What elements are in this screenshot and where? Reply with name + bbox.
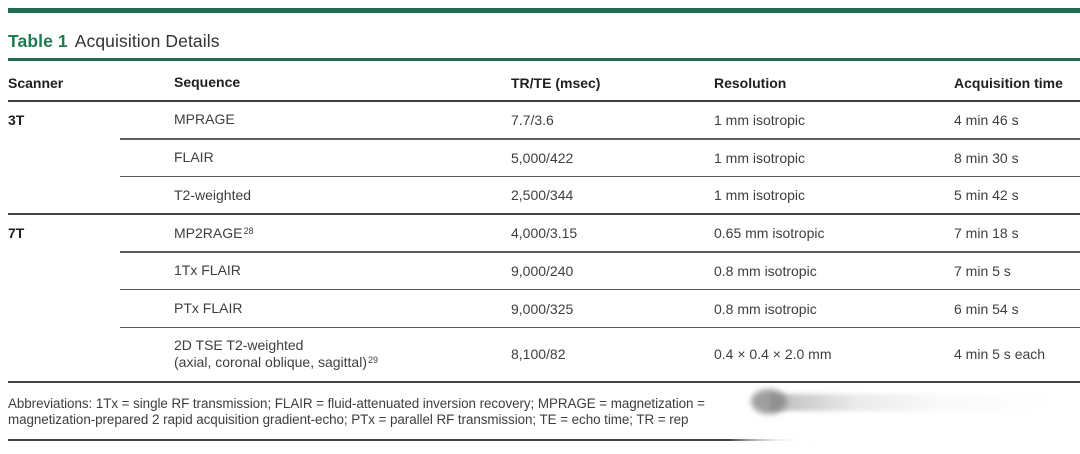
cell-resolution: 0.4 × 0.4 × 2.0 mm	[714, 346, 832, 363]
sequence-name: MPRAGE	[174, 111, 235, 128]
cell-trte: 5,000/422	[511, 149, 574, 166]
cell-sequence: 2D TSE T2-weighted (axial, coronal obliqu…	[174, 337, 511, 372]
sequence-name: PTx FLAIR	[174, 299, 243, 316]
sequence-name: 1Tx FLAIR	[174, 262, 241, 279]
page-bottom-rule	[8, 439, 808, 442]
cell-sequence: T2-weighted	[174, 187, 511, 205]
table-title: Table 1 Acquisition Details	[8, 31, 220, 52]
row-separator	[120, 251, 1080, 253]
table-header-row: Scanner Sequence TR/TE (msec) Resolution…	[8, 66, 1080, 102]
cell-trte: 8,100/82	[511, 346, 566, 363]
cell-acquisition-time: 5 min 42 s	[954, 187, 1019, 204]
column-header-trte: TR/TE (msec)	[511, 75, 601, 91]
table-row: 1Tx FLAIR 9,000/240 0.8 mm isotropic 7 min …	[8, 253, 1080, 289]
smudge-streak	[770, 394, 1050, 411]
table-number-label: Table 1	[8, 31, 68, 51]
acquisition-table: Scanner Sequence TR/TE (msec) Resolution…	[8, 66, 1080, 383]
cell-resolution: 1 mm isotropic	[714, 187, 806, 204]
footnote-line2: magnetization-prepared 2 rapid acquisiti…	[8, 411, 689, 427]
cell-sequence: FLAIR	[174, 149, 511, 167]
cell-resolution: 1 mm isotropic	[714, 149, 806, 166]
column-header-sequence: Sequence	[174, 74, 241, 91]
cell-scanner: 3T	[8, 112, 25, 129]
row-separator	[120, 326, 1080, 328]
table-row: 2D TSE T2-weighted (axial, coronal obliqu…	[8, 328, 1080, 381]
sequence-orientation-note: (axial, coronal oblique, sagittal)29	[174, 354, 379, 371]
cell-sequence: MP2RAGE28	[174, 225, 511, 243]
cell-resolution: 0.8 mm isotropic	[714, 262, 817, 279]
row-separator	[120, 175, 1080, 178]
table-row: 3T MPRAGE 7.7/3.6 1 mm isotropic 4 min 46 s	[8, 102, 1080, 138]
cell-acquisition-time: 6 min 54 s	[954, 300, 1019, 317]
row-separator	[120, 138, 1080, 140]
column-header-acquisition-time: Acquisition time	[954, 75, 1063, 91]
cell-resolution: 1 mm isotropic	[714, 112, 806, 129]
cell-trte: 9,000/240	[511, 262, 574, 279]
cell-acquisition-time: 4 min 46 s	[954, 112, 1019, 129]
table-body: 3T MPRAGE 7.7/3.6 1 mm isotropic 4 min 46 s F…	[8, 102, 1080, 381]
abbreviations-footnote: Abbreviations: 1Tx = single RF transmiss…	[8, 396, 1080, 427]
cell-scanner: 7T	[8, 225, 25, 242]
column-header-resolution: Resolution	[714, 75, 787, 91]
cell-resolution: 0.8 mm isotropic	[714, 300, 817, 317]
row-separator	[120, 289, 1080, 291]
cell-acquisition-time: 8 min 30 s	[954, 149, 1019, 166]
cell-trte: 4,000/3.15	[511, 225, 578, 242]
cell-sequence: MPRAGE	[174, 111, 511, 129]
cell-acquisition-time: 7 min 5 s	[954, 262, 1011, 279]
title-underline-rule	[8, 58, 1080, 61]
cell-trte: 9,000/325	[511, 300, 574, 317]
table-row: FLAIR 5,000/422 1 mm isotropic 8 min 30 s	[8, 140, 1080, 176]
reference-superscript: 29	[368, 355, 379, 366]
sequence-name: T2-weighted	[174, 186, 252, 203]
cell-sequence: 1Tx FLAIR	[174, 262, 511, 280]
sequence-name: 2D TSE T2-weighted	[174, 336, 304, 353]
top-accent-bar	[8, 8, 1080, 13]
cell-sequence: PTx FLAIR	[174, 300, 511, 318]
footnote-line1: Abbreviations: 1Tx = single RF transmiss…	[8, 396, 705, 411]
cell-acquisition-time: 4 min 5 s each	[954, 346, 1046, 363]
column-header-scanner: Scanner	[8, 75, 64, 91]
table-title-text: Acquisition Details	[74, 31, 220, 51]
cell-trte: 7.7/3.6	[511, 112, 554, 129]
cell-resolution: 0.65 mm isotropic	[714, 225, 825, 242]
cell-acquisition-time: 7 min 18 s	[954, 225, 1019, 242]
sequence-name: MP2RAGE28	[174, 224, 254, 241]
table-row: PTx FLAIR 9,000/325 0.8 mm isotropic 6 min …	[8, 290, 1080, 326]
table-row: 7T MP2RAGE28 4,000/3.15 0.65 mm isotropic 7 …	[8, 215, 1080, 251]
table-bottom-rule	[8, 380, 1080, 383]
sequence-name: FLAIR	[174, 148, 214, 165]
table-row: T2-weighted 2,500/344 1 mm isotropic 5 min …	[8, 177, 1080, 213]
cell-trte: 2,500/344	[511, 187, 574, 204]
row-separator	[8, 213, 1080, 216]
reference-superscript: 28	[243, 225, 254, 236]
